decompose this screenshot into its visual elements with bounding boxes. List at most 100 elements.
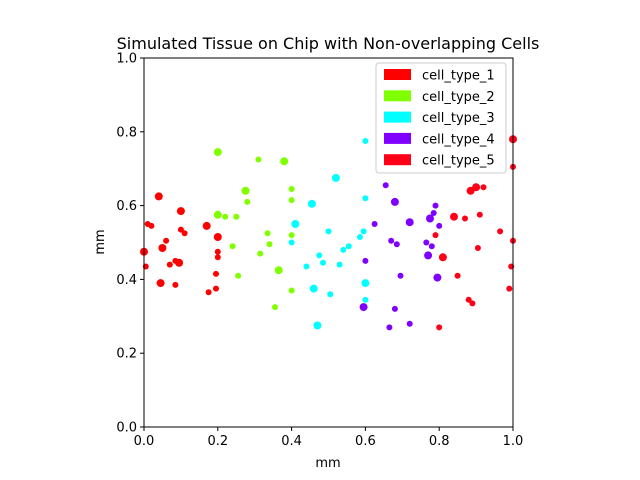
x-tick-label: 1.0: [503, 434, 524, 449]
cell-point-cell_type_4: [388, 237, 395, 244]
cell-point-cell_type_1: [213, 285, 219, 292]
cell-point-cell_type_4: [382, 182, 389, 189]
cell-point-cell_type_2: [266, 241, 273, 248]
cell-point-cell_type_5: [469, 300, 476, 307]
cell-point-cell_type_1: [214, 248, 221, 255]
legend-label-cell_type_1: cell_type_1: [422, 69, 495, 84]
cell-point-cell_type_2: [222, 213, 229, 220]
chart-title: Simulated Tissue on Chip with Non-overla…: [117, 34, 540, 53]
cell-point-cell_type_3: [307, 199, 316, 208]
cell-point-cell_type_2: [288, 232, 295, 239]
cell-point-cell_type_3: [331, 173, 340, 182]
cell-point-cell_type_4: [371, 221, 378, 227]
cell-point-cell_type_2: [288, 197, 295, 204]
cell-point-cell_type_2: [257, 250, 264, 257]
points-layer: [140, 135, 517, 331]
legend-label-cell_type_5: cell_type_5: [422, 154, 495, 169]
cell-point-cell_type_4: [436, 222, 443, 229]
cell-point-cell_type_3: [303, 263, 310, 270]
plot-frame: [143, 57, 514, 428]
cell-point-cell_type_4: [433, 273, 442, 282]
cell-point-cell_type_5: [432, 232, 439, 239]
legend-entries: cell_type_1 cell_type_2 cell_type_3 cell_ty…: [384, 69, 495, 169]
cell-point-cell_type_2: [264, 230, 271, 237]
cell-point-cell_type_2: [274, 266, 283, 275]
y-tick-label: 1.0: [116, 52, 137, 67]
cell-point-cell_type_2: [213, 148, 222, 157]
cell-point-cell_type_1: [172, 281, 179, 288]
cell-point-cell_type_5: [474, 245, 481, 251]
cell-point-cell_type_3: [361, 279, 370, 288]
cell-point-cell_type_2: [233, 213, 240, 220]
cell-point-cell_type_4: [397, 272, 404, 279]
cell-point-cell_type_5: [497, 228, 504, 235]
cell-point-cell_type_3: [336, 261, 343, 268]
cell-point-cell_type_2: [288, 186, 295, 192]
cell-point-cell_type_1: [213, 270, 219, 277]
x-tick-label: 0.0: [134, 434, 155, 449]
y-tick-label: 0.0: [116, 421, 137, 436]
cell-point-cell_type_4: [390, 197, 399, 206]
legend-swatch-cell_type_1: [384, 69, 411, 80]
cell-point-cell_type_2: [255, 156, 262, 163]
legend-label-cell_type_3: cell_type_3: [422, 111, 495, 126]
cell-point-cell_type_4: [359, 303, 368, 312]
cell-point-cell_type_3: [291, 220, 300, 228]
cell-point-cell_type_4: [432, 202, 439, 209]
cell-point-cell_type_5: [506, 285, 513, 292]
cell-point-cell_type_5: [480, 184, 487, 191]
cell-point-cell_type_2: [235, 272, 242, 279]
cell-point-cell_type_2: [280, 157, 289, 166]
cell-point-cell_type_3: [340, 246, 347, 253]
cell-point-cell_type_4: [391, 305, 398, 312]
y-tick-label: 0.8: [116, 125, 137, 140]
cell-point-cell_type_3: [316, 252, 323, 259]
cell-point-cell_type_5: [462, 215, 468, 222]
cell-point-cell_type_4: [405, 218, 414, 227]
cell-point-cell_type_1: [181, 230, 188, 237]
cell-point-cell_type_3: [360, 228, 367, 235]
x-tick-label: 0.8: [429, 434, 450, 449]
cell-point-cell_type_4: [428, 243, 435, 250]
legend-swatch-cell_type_4: [384, 132, 411, 144]
cell-point-cell_type_1: [148, 222, 155, 229]
cell-point-cell_type_2: [241, 186, 250, 195]
cell-point-cell_type_5: [450, 212, 458, 221]
cell-point-cell_type_3: [345, 243, 352, 250]
cell-point-cell_type_4: [362, 257, 369, 264]
cell-point-cell_type_1: [156, 279, 165, 288]
x-axis-ticks: 0.0 0.2 0.4 0.6 0.8 1.0: [134, 427, 524, 449]
x-tick-label: 0.6: [355, 434, 376, 449]
cell-point-cell_type_3: [356, 234, 363, 240]
cell-point-cell_type_2: [272, 304, 278, 311]
legend: cell_type_1 cell_type_2 cell_type_3 cell_ty…: [375, 62, 507, 174]
cell-point-cell_type_4: [430, 210, 437, 216]
cell-point-cell_type_2: [229, 243, 236, 250]
cell-point-cell_type_2: [288, 287, 295, 294]
cell-point-cell_type_1: [205, 289, 212, 296]
cell-point-cell_type_3: [362, 138, 369, 144]
x-tick-label: 0.4: [281, 434, 302, 449]
cell-point-cell_type_1: [213, 233, 222, 241]
legend-swatch-cell_type_5: [384, 154, 411, 166]
cell-point-cell_type_1: [158, 244, 167, 252]
cell-point-cell_type_5: [465, 296, 472, 303]
cell-point-cell_type_2: [213, 210, 222, 219]
cell-point-cell_type_4: [424, 251, 433, 260]
cell-point-cell_type_3: [362, 296, 369, 303]
y-tick-label: 0.4: [116, 273, 137, 288]
cell-point-cell_type_4: [423, 239, 430, 246]
cell-point-cell_type_1: [202, 221, 211, 230]
cell-point-cell_type_5: [454, 272, 461, 279]
legend-label-cell_type_2: cell_type_2: [422, 90, 495, 105]
y-axis-ticks: 0.0 0.2 0.4 0.6 0.8 1.0: [116, 52, 144, 436]
cell-point-cell_type_1: [214, 254, 221, 261]
cell-point-cell_type_1: [163, 237, 170, 244]
legend-label-cell_type_4: cell_type_4: [422, 132, 495, 147]
cell-point-cell_type_1: [154, 192, 163, 201]
cell-point-cell_type_3: [362, 195, 369, 202]
cell-point-cell_type_3: [327, 291, 334, 298]
cell-point-cell_type_4: [406, 320, 413, 327]
x-tick-label: 0.2: [207, 434, 228, 449]
